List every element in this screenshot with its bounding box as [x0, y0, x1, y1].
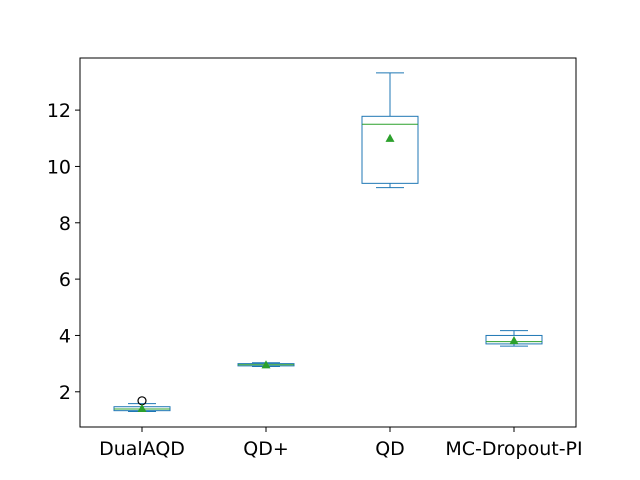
y-tick-label: 12: [47, 100, 71, 122]
x-tick-label: QD: [375, 438, 405, 460]
box-group: [237, 360, 295, 369]
mean-marker: [261, 360, 271, 369]
y-axis: 2 4 6 8 10 12: [47, 100, 80, 404]
axes-frame: [79, 57, 577, 428]
y-tick-label: 6: [59, 269, 71, 291]
plot-area: [113, 72, 543, 413]
y-tick-label: 8: [59, 213, 71, 235]
x-tick-label: DualAQD: [99, 438, 185, 460]
y-tick-label: 4: [59, 325, 71, 347]
y-tick-label: 10: [47, 156, 71, 178]
box-group: [113, 396, 171, 413]
box-group: [361, 72, 419, 189]
mean-marker: [385, 133, 395, 142]
x-axis: DualAQD QD+ QD MC-Dropout-PI: [99, 427, 583, 460]
y-tick-label: 2: [59, 382, 71, 404]
x-tick-label: MC-Dropout-PI: [445, 438, 582, 460]
mean-marker: [509, 336, 519, 345]
mean-marker: [137, 403, 147, 413]
box-group: [485, 330, 543, 347]
x-tick-label: QD+: [243, 438, 289, 460]
box-iqr: [361, 115, 419, 184]
